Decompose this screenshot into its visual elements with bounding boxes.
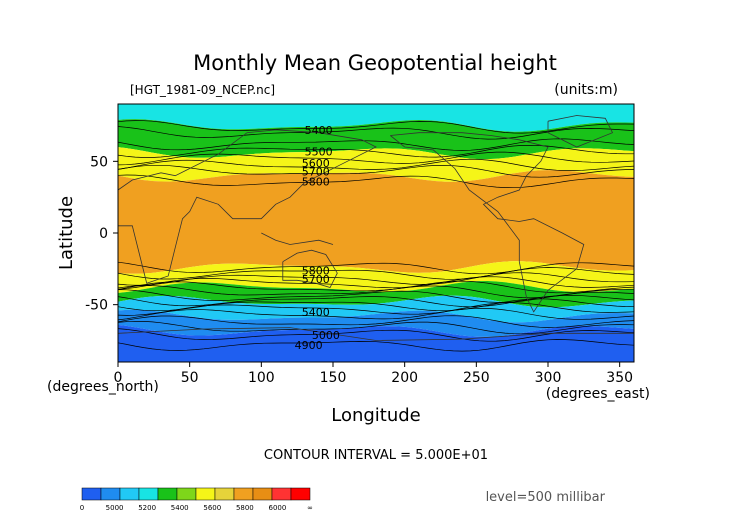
y-tick-label: -50 bbox=[85, 298, 108, 314]
contour-line bbox=[117, 276, 635, 290]
colorbar-swatch bbox=[138, 487, 159, 501]
contour-line bbox=[117, 164, 635, 178]
x-units-label: (degrees_east) bbox=[546, 386, 650, 402]
contour-label: 5000 bbox=[312, 329, 340, 342]
colorbar-swatch bbox=[271, 487, 292, 501]
band-2 bbox=[118, 147, 634, 182]
contour-label: 5700 bbox=[302, 165, 330, 178]
coastline bbox=[282, 249, 338, 288]
contour-line bbox=[117, 295, 635, 308]
coastline bbox=[547, 115, 614, 148]
file-label: [HGT_1981-09_NCEP.nc] bbox=[130, 83, 275, 97]
contour-line bbox=[117, 328, 635, 342]
coastline bbox=[117, 129, 377, 284]
x-tick-label: 100 bbox=[248, 370, 275, 386]
colorbar bbox=[81, 487, 311, 501]
colorbar-swatch bbox=[233, 487, 254, 501]
contour-interval: CONTOUR INTERVAL = 5.000E+01 bbox=[264, 448, 488, 463]
y-units-label: (degrees_north) bbox=[47, 379, 159, 395]
contour-label: 5700 bbox=[302, 273, 330, 286]
coastline bbox=[117, 327, 634, 341]
chart-title: Monthly Mean Geopotential height bbox=[193, 51, 557, 75]
x-tick-label: 200 bbox=[391, 370, 418, 386]
band-8 bbox=[118, 324, 634, 362]
contour-line bbox=[117, 158, 635, 171]
colorbar-swatch bbox=[100, 487, 121, 501]
contour-line bbox=[117, 138, 635, 151]
colorbar-label: 6000 bbox=[269, 504, 287, 512]
colorbar-swatch bbox=[252, 487, 273, 501]
colorbar-swatch bbox=[195, 487, 216, 501]
band-6 bbox=[118, 295, 634, 323]
contour-line bbox=[117, 339, 635, 352]
colorbar-swatch bbox=[81, 487, 102, 501]
contour-line bbox=[117, 280, 635, 294]
colorbar-label: 5000 bbox=[106, 504, 124, 512]
contour-label: 5400 bbox=[305, 124, 333, 137]
x-axis-label: Longitude bbox=[331, 405, 421, 426]
x-tick-label: 300 bbox=[535, 370, 562, 386]
x-tick-label: 50 bbox=[181, 370, 199, 386]
colorbar-label: ∞ bbox=[307, 504, 313, 512]
x-tick-label: 350 bbox=[606, 370, 633, 386]
level-label: level=500 millibar bbox=[486, 490, 606, 505]
coastline bbox=[390, 132, 585, 313]
y-tick-label: 50 bbox=[90, 154, 108, 170]
colorbar-swatch bbox=[157, 487, 178, 501]
contour-line bbox=[117, 151, 635, 166]
contour-line bbox=[117, 174, 635, 189]
contour-line bbox=[117, 272, 635, 286]
band-0 bbox=[118, 104, 634, 132]
contour-line bbox=[117, 261, 635, 275]
colorbar-swatch bbox=[214, 487, 235, 501]
contour-label: 5500 bbox=[305, 145, 333, 158]
contour-line bbox=[117, 315, 635, 328]
contour-label: 5800 bbox=[302, 264, 330, 277]
x-tick-label: 0 bbox=[114, 370, 123, 386]
y-axis-label: Latitude bbox=[56, 196, 77, 270]
colorbar-label: 0 bbox=[80, 504, 84, 512]
contour-line bbox=[117, 302, 635, 316]
colorbar-swatch bbox=[176, 487, 197, 501]
units-label: (units:m) bbox=[554, 82, 618, 98]
contour-label: 4900 bbox=[295, 339, 323, 352]
colorbar-swatch bbox=[290, 487, 311, 501]
contour-label: 5600 bbox=[302, 157, 330, 170]
contour-line bbox=[117, 307, 635, 321]
contour-label: 5400 bbox=[302, 306, 330, 319]
band-1 bbox=[118, 119, 634, 160]
contour-line bbox=[117, 144, 634, 158]
colorbar-label: 5600 bbox=[203, 504, 221, 512]
band-3 bbox=[118, 170, 634, 274]
band-7 bbox=[118, 309, 634, 337]
x-tick-label: 250 bbox=[463, 370, 490, 386]
colorbar-label: 5400 bbox=[171, 504, 189, 512]
colorbar-label: 5800 bbox=[236, 504, 254, 512]
contour-label: 5800 bbox=[302, 175, 330, 188]
x-tick-label: 150 bbox=[320, 370, 347, 386]
coastline bbox=[261, 232, 334, 245]
y-tick-label: 0 bbox=[99, 226, 108, 242]
colorbar-label: 5200 bbox=[138, 504, 156, 512]
contour-line bbox=[117, 267, 635, 280]
colorbar-swatch bbox=[119, 487, 140, 501]
contour-line bbox=[117, 289, 635, 303]
